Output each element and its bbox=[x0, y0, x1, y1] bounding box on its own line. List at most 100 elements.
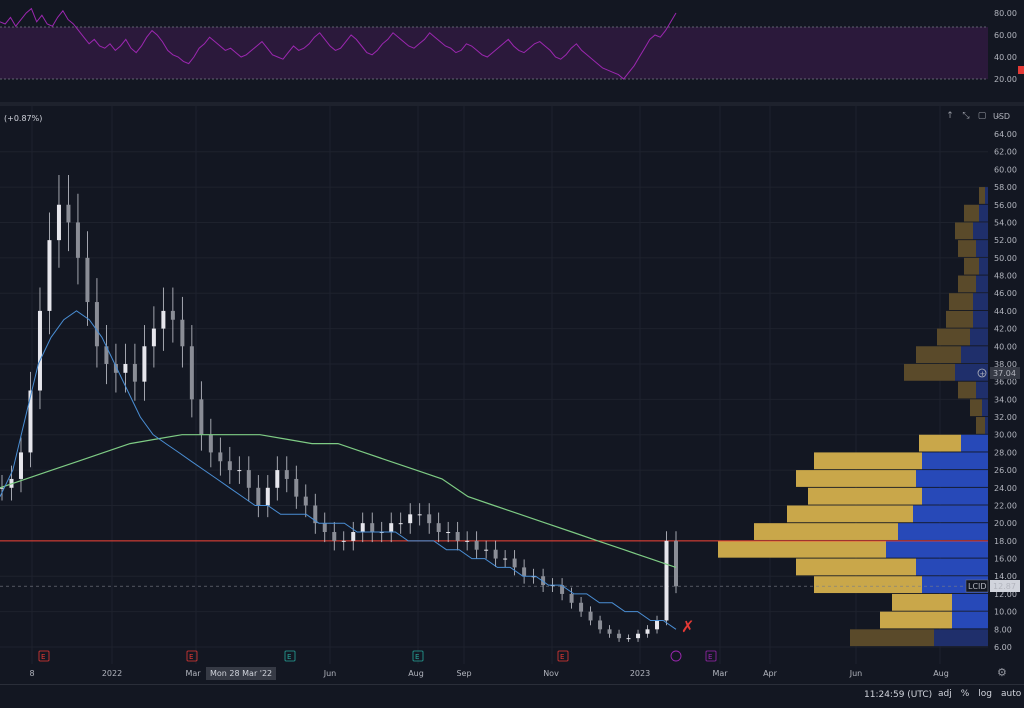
earnings-marker[interactable] bbox=[412, 650, 424, 662]
volume-profile-up-bar bbox=[964, 257, 979, 275]
time-axis[interactable]: 8 2022 Mar Jun Aug Sep Nov 2023 Mar Apr Jun Aug bbox=[0, 664, 1024, 684]
candle-body bbox=[47, 240, 52, 311]
candle-body bbox=[645, 629, 650, 634]
price-tick-label: 64.00 bbox=[994, 130, 1017, 139]
price-tick-label: 14.00 bbox=[994, 572, 1017, 581]
price-tick-label: 42.00 bbox=[994, 325, 1017, 334]
volume-profile-up-bar bbox=[946, 310, 973, 328]
adj-button[interactable]: adj bbox=[938, 689, 952, 699]
chevron-down-icon[interactable]: ⌄ bbox=[994, 111, 1002, 121]
price-tick-label: 6.00 bbox=[994, 643, 1012, 652]
price-tick-label: 28.00 bbox=[994, 448, 1017, 457]
candle-body bbox=[199, 399, 204, 435]
price-tick-label: 16.00 bbox=[994, 555, 1017, 564]
volume-profile-up-bar bbox=[970, 399, 982, 417]
volume-profile-down-bar bbox=[973, 293, 988, 311]
earnings-marker[interactable] bbox=[557, 650, 569, 662]
candle-body bbox=[180, 319, 185, 347]
currency-label[interactable]: USD bbox=[993, 112, 1011, 121]
bottom-bar: 11:24:59 (UTC) adj % log auto bbox=[0, 684, 1024, 708]
candle-body bbox=[360, 523, 365, 533]
auto-button[interactable]: auto bbox=[1001, 689, 1022, 699]
ma-slow-line bbox=[0, 434, 677, 568]
candle-body bbox=[227, 461, 232, 471]
price-tick-label: 24.00 bbox=[994, 484, 1017, 493]
candle-body bbox=[37, 310, 42, 391]
candle-body bbox=[493, 549, 498, 559]
rsi-tick-label: 60.00 bbox=[994, 31, 1017, 40]
candle-body bbox=[560, 585, 565, 594]
price-tick-label: 46.00 bbox=[994, 289, 1017, 298]
price-tick-label: 10.00 bbox=[994, 608, 1017, 617]
candle-body bbox=[294, 478, 299, 497]
candle-body bbox=[18, 452, 23, 479]
last-price-label: LCID 12.87 bbox=[965, 579, 1020, 593]
candle-body bbox=[132, 363, 137, 382]
rsi-pane[interactable]: 80.00 60.00 40.00 20.00 bbox=[0, 0, 1024, 102]
candle-body bbox=[104, 346, 109, 364]
price-tick-label: 62.00 bbox=[994, 148, 1017, 157]
time-tick-label: Aug bbox=[408, 669, 424, 678]
candle-body bbox=[341, 540, 346, 542]
candle-body bbox=[123, 363, 128, 373]
volume-profile-down-bar bbox=[973, 310, 988, 328]
volume-profile-down-bar bbox=[922, 452, 988, 470]
volume-profile-down-bar bbox=[976, 275, 988, 293]
percent-button[interactable]: % bbox=[960, 689, 970, 699]
candle-body bbox=[569, 593, 574, 603]
candle-body bbox=[674, 540, 678, 587]
earnings-marker-label: E bbox=[415, 653, 419, 661]
maximize-icon[interactable]: ▢ bbox=[977, 111, 987, 121]
candle-body bbox=[189, 346, 194, 400]
price-axis[interactable]: 64.00 62.00 60.00 58.00 56.00 54.00 52.00 50.00… bbox=[994, 130, 1017, 652]
candle-body bbox=[655, 620, 660, 630]
earnings-marker-label: E bbox=[189, 653, 193, 661]
volume-profile-up-bar bbox=[916, 346, 961, 364]
earnings-marker[interactable] bbox=[705, 650, 717, 662]
earnings-marker[interactable] bbox=[186, 650, 198, 662]
candle-body bbox=[436, 523, 441, 533]
close-marker-icon[interactable]: ✗ bbox=[681, 617, 695, 636]
last-price: 12.87 bbox=[993, 582, 1016, 591]
earnings-marker[interactable] bbox=[284, 650, 296, 662]
volume-profile-down-bar bbox=[898, 523, 988, 540]
price-pane[interactable]: 64.00 62.00 60.00 58.00 56.00 54.00 52.00 50.00… bbox=[0, 106, 1024, 664]
volume-profile-up-bar bbox=[958, 381, 976, 399]
earnings-marker-label: E bbox=[560, 653, 564, 661]
time-tick-label: Apr bbox=[763, 669, 778, 678]
lightning-icon[interactable] bbox=[670, 650, 682, 662]
rsi-line bbox=[0, 7, 677, 80]
price-tick-label: 20.00 bbox=[994, 519, 1017, 528]
plus-circle-icon[interactable] bbox=[977, 368, 987, 378]
pane-separator[interactable] bbox=[0, 102, 1024, 106]
rsi-tick-label: 80.00 bbox=[994, 9, 1017, 18]
volume-profile-down-bar bbox=[985, 417, 988, 434]
candle-body bbox=[218, 452, 223, 462]
volume-profile-up-bar bbox=[964, 204, 979, 222]
rsi-tick-label: 40.00 bbox=[994, 53, 1017, 62]
price-tick-label: 54.00 bbox=[994, 218, 1017, 227]
candle-body bbox=[256, 487, 261, 506]
collapse-icon[interactable]: ⤡ bbox=[962, 111, 970, 121]
time-tick-label: Sep bbox=[456, 669, 471, 678]
log-button[interactable]: log bbox=[978, 689, 993, 699]
candle-body bbox=[598, 620, 603, 630]
candle-body bbox=[522, 567, 527, 577]
candle-body bbox=[0, 487, 4, 489]
time-tick-label: 8 bbox=[29, 669, 34, 678]
gear-icon[interactable]: ⚙ bbox=[997, 666, 1007, 679]
time-tick-label: Aug bbox=[933, 669, 949, 678]
volume-profile-down-bar bbox=[934, 629, 988, 647]
clock[interactable]: 11:24:59 (UTC) bbox=[864, 690, 933, 700]
arrow-up-icon[interactable]: ↑ bbox=[946, 111, 954, 121]
volume-profile-down-bar bbox=[952, 593, 988, 611]
rsi-band bbox=[0, 27, 988, 79]
earnings-marker-label: E bbox=[41, 653, 45, 661]
candle-body bbox=[313, 505, 318, 524]
rsi-axis[interactable]: 80.00 60.00 40.00 20.00 bbox=[994, 9, 1017, 84]
candle-body bbox=[427, 514, 432, 524]
earnings-marker[interactable] bbox=[38, 650, 50, 662]
volume-profile-down-bar bbox=[973, 222, 988, 240]
rsi-edge-marker bbox=[1018, 66, 1024, 74]
